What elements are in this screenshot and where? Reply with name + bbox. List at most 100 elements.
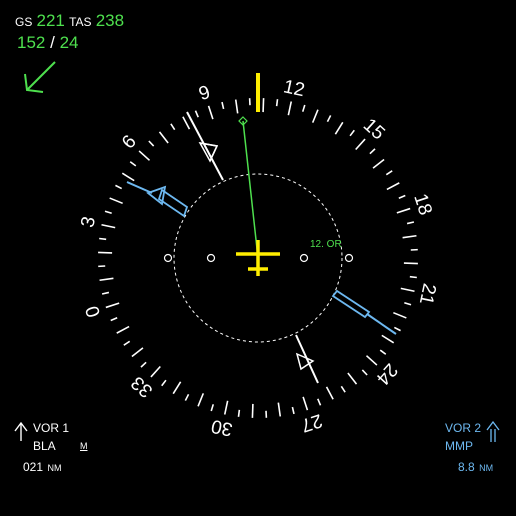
compass-tick [104, 210, 112, 215]
compass-tick [340, 385, 346, 393]
compass-tick [170, 123, 176, 131]
compass-tick [172, 381, 182, 395]
compass-tick [326, 115, 332, 123]
compass-label: 12 [281, 76, 306, 101]
compass-tick [393, 326, 401, 332]
compass-tick [334, 121, 344, 135]
wind-arrow-icon [24, 61, 56, 93]
compass-tick [148, 140, 155, 147]
compass-label: 9 [196, 82, 213, 105]
compass-tick [184, 393, 190, 401]
compass-tick [398, 194, 406, 199]
dme-label: 12. OR [310, 239, 342, 250]
range-dots [163, 253, 354, 263]
vor2-pointer-icon [486, 421, 500, 442]
compass-tick [381, 334, 395, 344]
gs-label: GS [15, 15, 33, 29]
vor1-unit: NM [47, 463, 62, 473]
vor2-title: VOR 2 [445, 421, 482, 435]
vor1-title: VOR 1 [33, 421, 70, 435]
compass-tick [291, 406, 295, 415]
compass-tick [277, 402, 282, 417]
compass-tick [385, 170, 393, 176]
single-needle-pointer-icon [186, 111, 319, 384]
compass-tick [275, 99, 279, 107]
compass-tick [302, 396, 309, 411]
compass-tick [158, 131, 169, 144]
compass-label: 18 [409, 191, 436, 218]
compass-tick [182, 116, 191, 130]
compass-label: 30 [210, 415, 235, 440]
wind-separator: / [50, 33, 55, 52]
compass-tick [99, 237, 107, 241]
compass-tick [109, 197, 123, 205]
aircraft-symbol-icon [236, 240, 280, 276]
compass-tick [355, 138, 366, 151]
compass-tick [349, 129, 355, 137]
compass-tick [116, 325, 130, 334]
compass-tick [99, 277, 114, 282]
range-ring [173, 173, 343, 343]
compass-tick [386, 182, 400, 191]
compass-tick [393, 311, 407, 319]
compass-tick [311, 109, 319, 123]
vor1-ident: BLA [33, 439, 56, 453]
compass-tick [400, 287, 415, 293]
compass-tick [369, 148, 376, 155]
compass-tick [396, 207, 411, 214]
compass-tick [138, 150, 151, 161]
compass-tick [221, 101, 225, 110]
vor1-distance: 021 [23, 460, 44, 474]
compass-tick [110, 317, 118, 322]
double-needle-pointer-icon [126, 181, 397, 335]
gs-value: 221 [36, 11, 65, 30]
compass-tick [207, 105, 214, 120]
compass-tick [161, 379, 167, 387]
vor1-distance-row: 021 NM [23, 458, 61, 476]
compass-tick [301, 104, 306, 112]
compass-tick [197, 393, 205, 407]
compass-label: 6 [118, 131, 141, 153]
track-diamond [238, 116, 248, 126]
compass-tick [379, 349, 387, 355]
vor2-distance: 8.8 [458, 460, 475, 474]
compass-tick [129, 161, 137, 167]
compass-tick [115, 184, 123, 190]
compass-tick [123, 340, 131, 346]
compass-label: 0 [82, 303, 105, 320]
vor2-ident: MMP [445, 439, 473, 453]
compass-tick [101, 223, 116, 229]
compass-ticks [98, 98, 418, 418]
compass-tick [347, 372, 358, 385]
track-line [242, 120, 259, 259]
tas-label: TAS [69, 15, 92, 29]
compass-tick [210, 404, 215, 412]
compass-tick [234, 99, 239, 114]
compass-tick [150, 365, 161, 378]
wind-readout: 152 / 24 [17, 34, 79, 52]
compass-tick [121, 172, 135, 182]
compass-tick [317, 398, 322, 406]
compass-tick [406, 221, 415, 225]
compass-label: 27 [298, 409, 325, 436]
vor2-unit: NM [479, 463, 494, 473]
compass-tick [365, 355, 378, 366]
compass-tick [287, 101, 293, 116]
compass-tick [409, 275, 417, 279]
compass-tick [237, 409, 241, 417]
speed-readout: GS 221 TAS 238 [15, 12, 124, 31]
compass-tick [140, 361, 147, 368]
vor1-pointer-icon [14, 422, 28, 441]
wind-direction: 152 [17, 33, 46, 52]
compass-tick [404, 301, 412, 306]
compass-tick [194, 110, 199, 118]
compass-tick [223, 400, 229, 415]
compass-tick [131, 347, 144, 358]
compass-tick [372, 158, 385, 169]
vor1-mode: M [80, 441, 88, 451]
compass-tick [101, 291, 110, 295]
compass-tick [325, 386, 334, 400]
wind-speed: 24 [59, 33, 79, 52]
vor2-distance-row: 8.8 NM [458, 458, 493, 476]
